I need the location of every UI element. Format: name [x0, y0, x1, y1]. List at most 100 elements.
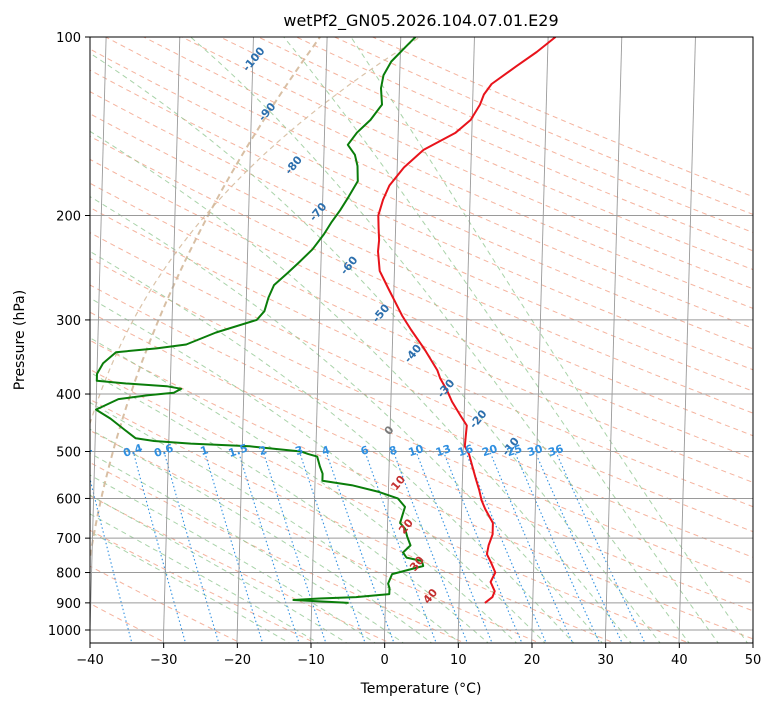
mixing-ratio-label: 0.1: [25, 442, 48, 460]
isotherm-line: [752, 613, 753, 643]
mixing-ratio-label: 0.2: [71, 442, 94, 460]
dry-adiabat: [90, 368, 691, 643]
y-tick-label: 100: [56, 31, 81, 46]
mixing-ratio-label: 3: [294, 443, 305, 458]
mixing-ratio-line: [298, 451, 366, 643]
mixing-ratio-line: [262, 451, 327, 643]
isotherm-line: [531, 37, 549, 643]
isotherm-line: [90, 37, 107, 643]
dry-adiabat: [90, 257, 753, 558]
moist-adiabat: [90, 531, 291, 643]
isotherm-line: [383, 37, 402, 643]
y-tick-label: 600: [56, 492, 81, 507]
isotherm-line: [162, 37, 181, 643]
mixing-ratio-label: 25: [505, 442, 524, 459]
mixing-ratio-label: 6: [359, 443, 371, 458]
moist-adiabat: [283, 37, 719, 643]
dry-adiabat: [105, 37, 753, 329]
dry-adiabat: [372, 37, 753, 198]
x-tick-label: 50: [745, 653, 762, 668]
x-axis-label: Temperature (°C): [360, 681, 482, 697]
dry-adiabat: [181, 37, 753, 290]
mixing-ratio-line: [534, 451, 623, 643]
mixing-ratio-line: [465, 451, 547, 643]
dry-adiabat-label: -60: [338, 253, 361, 277]
mixing-ratio-line: [163, 451, 220, 643]
mixing-ratio-label: 30: [526, 442, 545, 459]
dry-adiabat: [90, 398, 616, 643]
dry-adiabat: [90, 182, 753, 483]
moist-adiabat-label: 10: [388, 473, 408, 493]
mixing-ratio-line: [325, 451, 395, 643]
y-tick-label: 1000: [48, 624, 81, 639]
dry-adiabat: [90, 565, 242, 643]
isotherm-line: [604, 37, 623, 643]
mixing-ratio-label: 0.6: [152, 441, 175, 459]
x-tick-label: −20: [224, 653, 251, 668]
temperature-profile-line: [377, 37, 557, 604]
dry-adiabat-label: -50: [370, 301, 393, 325]
mixing-ratio-line: [415, 451, 493, 643]
dewpoint-profile-line: [95, 37, 425, 604]
moist-adiabat: [90, 52, 661, 643]
dry-adiabat: [90, 461, 466, 643]
moist-adiabat: [350, 37, 749, 643]
y-tick-label: 300: [56, 314, 81, 329]
moist-adiabat: [90, 250, 575, 643]
isotherm-line: [457, 37, 475, 643]
mixing-ratio-line: [392, 451, 468, 643]
mixing-ratio-label: 0.4: [122, 441, 145, 459]
isotherm-line: [678, 37, 696, 643]
mixing-ratio-line: [237, 451, 300, 643]
x-tick-label: 0: [381, 653, 389, 668]
x-tick-label: −10: [297, 653, 324, 668]
dry-adiabat: [90, 529, 317, 643]
moist-adiabat: [90, 428, 433, 643]
dry-adiabat: [296, 37, 753, 233]
y-tick-label: 200: [56, 210, 81, 225]
dry-adiabat: [334, 37, 753, 215]
y-tick-label: 900: [56, 597, 81, 612]
dry-adiabat: [90, 113, 753, 414]
dry-adiabat: [90, 69, 753, 371]
dry-adiabat-label: -20: [467, 407, 490, 431]
dry-adiabat: [90, 91, 753, 392]
x-tick-label: 30: [597, 653, 614, 668]
mixing-ratio-line: [204, 451, 264, 643]
mixing-ratio-line: [90, 476, 133, 643]
dry-adiabat-label: -80: [282, 153, 305, 177]
x-tick-label: 20: [524, 653, 541, 668]
y-tick-label: 800: [56, 567, 81, 582]
mixing-ratio-label: 2: [257, 443, 268, 458]
moist-adiabat: [190, 37, 690, 643]
mixing-ratio-line: [555, 451, 646, 643]
mixing-ratio-label: 1: [199, 443, 210, 458]
tan-curve: [90, 37, 421, 426]
y-axis-label: Pressure (hPa): [12, 290, 28, 390]
dry-adiabat: [90, 135, 753, 437]
x-tick-label: −30: [150, 653, 177, 668]
mixing-ratio-line: [36, 452, 82, 646]
mixing-ratio-line: [513, 451, 601, 643]
dry-adiabat-label: -70: [307, 200, 330, 224]
moist-adiabat-label: 30: [407, 553, 427, 573]
tan-curve: [90, 37, 321, 564]
dry-adiabat: [90, 207, 753, 508]
mixing-ratio-label: 13: [434, 442, 453, 459]
x-tick-label: 40: [671, 653, 688, 668]
plot-frame: [89, 36, 754, 644]
dry-adiabat: [90, 339, 753, 640]
mixing-ratio-label: 8: [388, 443, 399, 458]
mixing-ratio-label: 20: [480, 442, 499, 459]
isotherm-line: [236, 37, 254, 643]
isotherm-line: [310, 37, 328, 643]
mixing-ratio-label: 16: [456, 442, 475, 459]
mixing-ratio-line: [364, 451, 437, 643]
mixing-ratio-line: [442, 451, 523, 643]
moist-adiabat: [90, 474, 376, 643]
dry-adiabat: [90, 429, 541, 643]
x-tick-label: 10: [450, 653, 467, 668]
chart-title: wetPf2_GN05.2026.104.07.01.E29: [283, 11, 558, 31]
